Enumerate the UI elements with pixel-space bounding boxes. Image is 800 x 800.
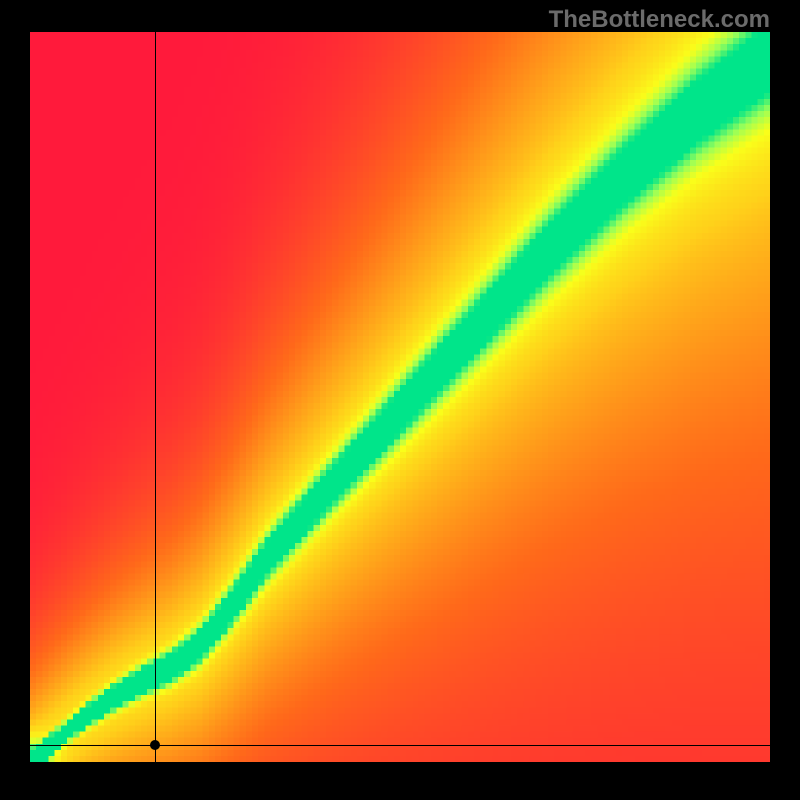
bottleneck-heatmap: [30, 32, 770, 762]
crosshair-horizontal: [30, 745, 770, 746]
watermark-text: TheBottleneck.com: [549, 6, 770, 34]
crosshair-vertical: [155, 32, 156, 762]
chart-container: TheBottleneck.com: [0, 0, 800, 800]
